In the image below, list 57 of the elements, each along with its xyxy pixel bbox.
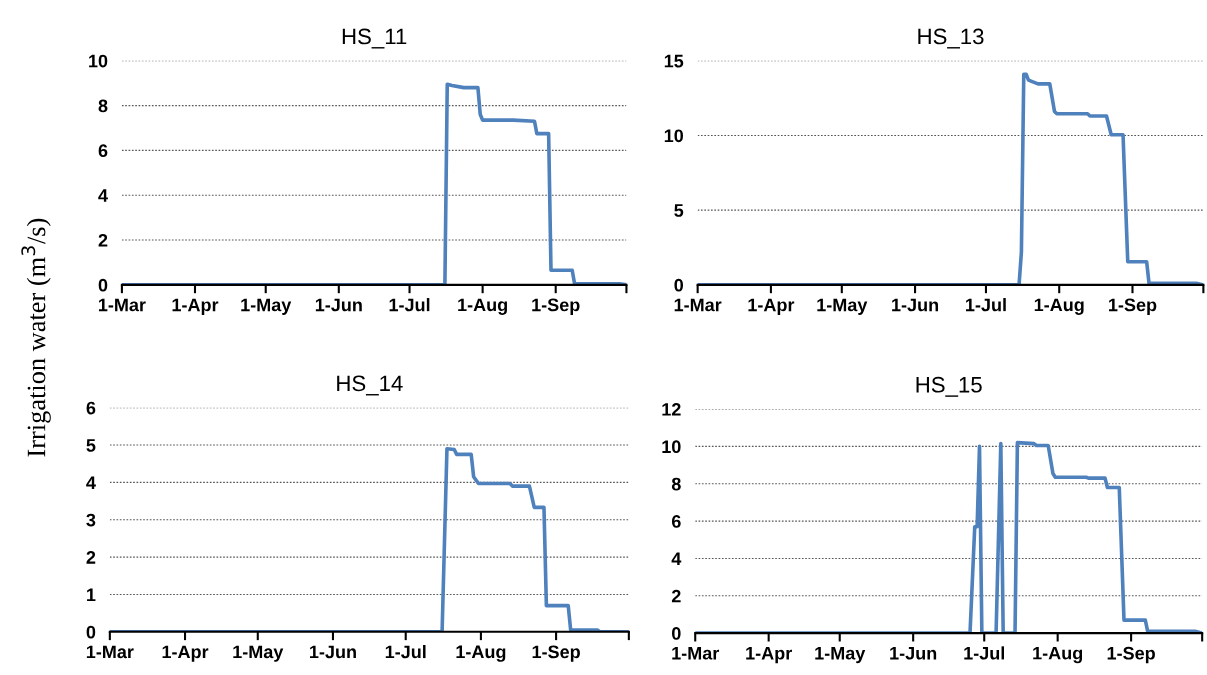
y-tick-label: 5 [86,439,96,452]
y-tick-label: 6 [671,515,681,528]
x-tick-label: 1-May [241,298,292,315]
x-tick-label: 1-Jun [310,645,356,659]
y-tick-label: 0 [672,627,681,640]
y-tick-label: 10 [662,440,681,454]
x-tick-label: 1-Jul [389,298,430,312]
x-tick-label: 1-Jun [892,298,939,312]
x-tick-label: 1-Jul [966,298,1006,312]
y-tick-label: 6 [98,144,108,158]
x-tick-label: 1-Sep [532,645,580,662]
y-tick-label: 0 [674,278,684,292]
y-tick-label: 1 [87,588,96,601]
y-axis-title: Irrigation water (m$^{3}$/s) [21,218,51,457]
x-tick-label: 1-Jul [964,646,1005,660]
x-tick-label: 1-Mar [674,298,722,312]
x-tick-label: 1-Aug [1033,646,1083,664]
y-tick-label: 8 [98,99,108,113]
y-tick-label: 2 [671,589,681,603]
x-tick-label: 1-May [815,647,866,664]
y-tick-label: 8 [671,477,681,491]
x-tick-label: 1-Sep [1109,298,1157,315]
chart-title: HS_13 [918,28,984,49]
x-tick-label: 1-Aug [456,645,506,662]
y-tick-label: 0 [86,625,96,639]
chart-title: HS_11 [342,28,407,49]
x-tick-label: 1-Aug [458,298,507,315]
y-tick-label: 15 [664,54,684,68]
y-tick-label: 2 [98,233,108,247]
x-tick-label: 1-Mar [86,645,134,659]
x-tick-label: 1-Apr [172,298,219,315]
chart-title: HS_15 [916,376,982,397]
y-tick-label: 12 [662,402,681,416]
x-tick-label: 1-Sep [532,298,580,315]
y-tick-label: 10 [89,54,108,68]
x-tick-label: 1-May [817,298,868,315]
y-tick-label: 4 [671,552,682,565]
x-tick-label: 1-Aug [1034,298,1084,315]
x-tick-label: 1-Sep [1107,646,1155,664]
x-tick-label: 1-Apr [162,645,209,662]
y-tick-label: 6 [86,401,96,415]
x-tick-label: 1-Apr [746,647,792,664]
y-tick-label: 5 [674,204,684,217]
y-tick-label: 2 [86,551,96,564]
y-tick-label: 3 [86,513,96,527]
y-tick-label: 4 [86,476,96,489]
x-tick-label: 1-Apr [748,298,795,315]
y-tick-label: 0 [98,278,108,292]
x-tick-label: 1-May [233,645,284,662]
chart-title: HS_14 [337,375,403,396]
x-tick-label: 1-Jun [890,647,937,660]
x-tick-label: 1-Jun [315,298,362,312]
x-tick-label: 1-Mar [98,298,146,312]
y-tick-label: 10 [664,129,684,143]
x-tick-label: 1-Jul [385,644,426,659]
x-tick-label: 1-Mar [672,647,720,660]
y-tick-label: 4 [98,189,108,202]
